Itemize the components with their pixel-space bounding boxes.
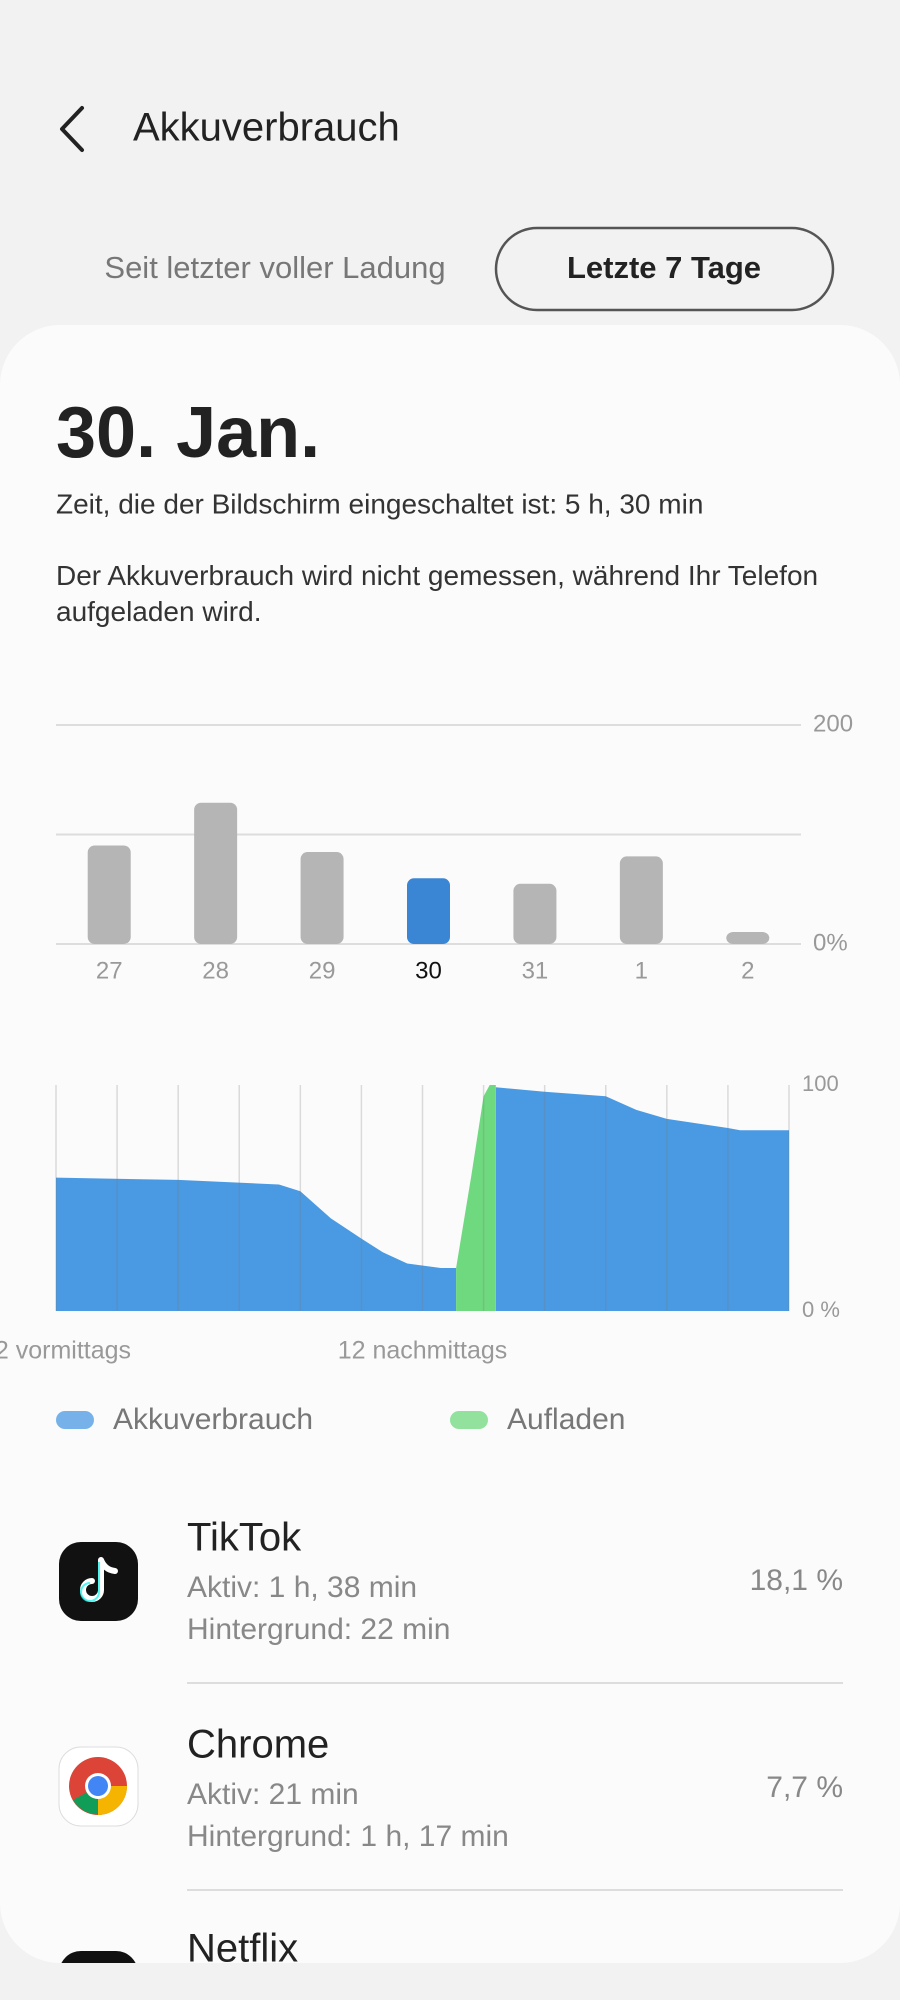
area xyxy=(456,1085,496,1311)
x-tick-label: 31 xyxy=(522,957,549,984)
bar xyxy=(726,931,770,944)
tab-selected[interactable]: Letzte 7 Tage xyxy=(567,250,761,285)
y-tick-label: 200 xyxy=(813,710,853,737)
x-tick-label: 28 xyxy=(202,957,229,984)
x-tick-label: 12 vormittags xyxy=(0,1337,131,1365)
x-tick-label: 12 nachmittags xyxy=(338,1337,508,1365)
netflix-icon xyxy=(59,1951,138,1963)
legend-label: Aufladen xyxy=(507,1403,625,1436)
chrome-center xyxy=(88,1776,108,1796)
bar xyxy=(619,856,663,944)
tab-selected-box[interactable] xyxy=(494,226,835,312)
screen-time: Zeit, die der Bildschirm eingeschaltet i… xyxy=(56,488,703,519)
x-tick-label: 1 xyxy=(635,957,648,984)
app-background: Hintergrund: 22 min xyxy=(187,1613,450,1646)
tab[interactable]: Seit letzter voller Ladung xyxy=(104,250,445,285)
x-tick-label: 29 xyxy=(309,957,336,984)
x-tick-label: 2 xyxy=(741,957,754,984)
area xyxy=(495,1087,789,1311)
back-button[interactable] xyxy=(60,106,84,152)
app-name: Netflix xyxy=(187,1927,298,1971)
app-name: Chrome xyxy=(187,1723,329,1767)
app-name: TikTok xyxy=(187,1516,302,1560)
bar xyxy=(513,883,557,944)
legend-swatch xyxy=(56,1411,94,1429)
y-tick-label: 0 % xyxy=(802,1297,840,1322)
y-tick-label: 0% xyxy=(813,929,848,956)
app-background: Hintergrund: 1 h, 17 min xyxy=(187,1820,509,1853)
x-tick-label: 30 xyxy=(415,957,442,984)
charts: 0% 200 27 28 29 30 31 1 2 0 % 100 12 vormittags 12 n… xyxy=(0,710,853,1436)
note: Der Akkuverbrauch wird nicht gemessen, w… xyxy=(56,560,819,627)
bar xyxy=(300,852,344,944)
app-active: Aktiv: 1 h, 38 min xyxy=(187,1571,417,1604)
x-tick-label: 27 xyxy=(96,957,123,984)
bar xyxy=(407,878,450,944)
app-active: Aktiv: 21 min xyxy=(187,1778,359,1811)
card: 30. Jan. Zeit, die der Bildschirm einges… xyxy=(0,325,900,1971)
app-percent: 18,1 % xyxy=(750,1564,843,1597)
date: 30. Jan. xyxy=(56,393,320,473)
tiktok-logo-accent xyxy=(80,1562,100,1602)
bar xyxy=(87,845,131,944)
bar xyxy=(194,802,238,944)
legend-swatch xyxy=(450,1411,488,1429)
app-list: TikTok Aktiv: 1 h, 38 min Hintergrund: 22 … xyxy=(58,1516,843,1971)
y-tick-label: 100 xyxy=(802,1071,839,1096)
area xyxy=(56,1177,457,1311)
app-percent: 7,7 % xyxy=(766,1771,843,1804)
legend-label: Akkuverbrauch xyxy=(113,1403,313,1436)
page-title: Akkuverbrauch xyxy=(133,106,400,150)
